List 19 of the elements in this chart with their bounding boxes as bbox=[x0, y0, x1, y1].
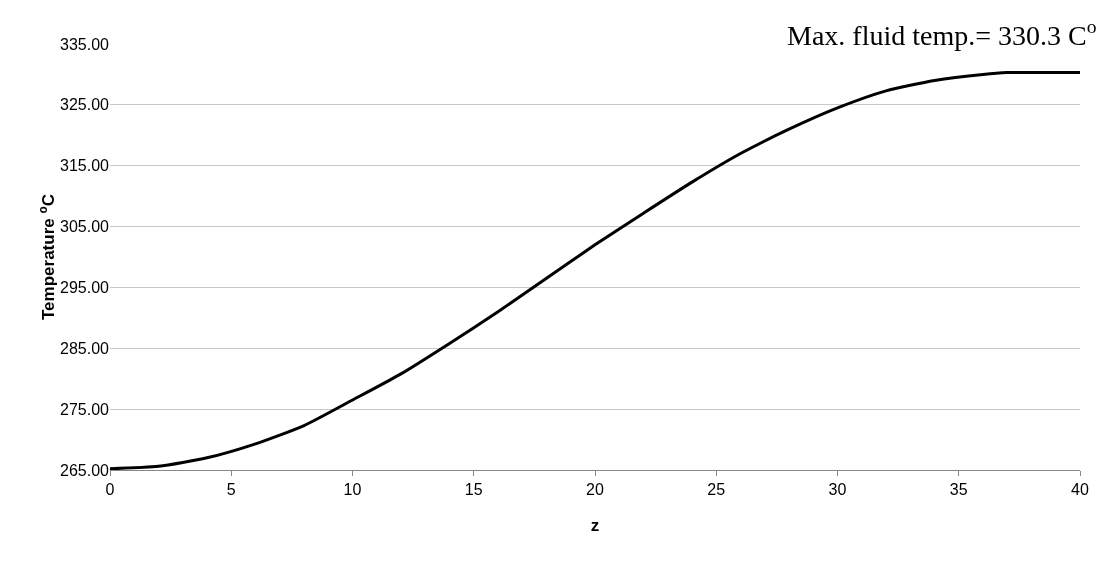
x-tick-label: 0 bbox=[105, 481, 115, 499]
y-tick-label: 295.00 bbox=[60, 279, 110, 297]
x-tick-label: 20 bbox=[586, 481, 604, 499]
x-tick-label: 40 bbox=[1071, 481, 1089, 499]
x-tick-label: 15 bbox=[464, 481, 483, 499]
y-tick-label: 335.00 bbox=[60, 35, 110, 53]
annotation: Max. fluid temp.= 330.3 C$^{o}$ bbox=[787, 16, 1097, 51]
y-tick-label: 315.00 bbox=[60, 157, 110, 175]
y-tick-label: 275.00 bbox=[60, 400, 110, 418]
x-tick-label: 10 bbox=[343, 481, 362, 499]
x-tick-label: 25 bbox=[707, 481, 726, 499]
x-tick-label: 5 bbox=[226, 481, 236, 499]
x-tick-label: 35 bbox=[949, 481, 968, 499]
y-tick-label: 325.00 bbox=[60, 96, 110, 114]
x-axis-title: z bbox=[590, 516, 600, 535]
y-tick-label: 265.00 bbox=[60, 461, 110, 479]
y-tick-label: 285.00 bbox=[60, 339, 110, 357]
y-tick-label: 305.00 bbox=[60, 218, 110, 236]
x-tick-label: 30 bbox=[828, 481, 847, 499]
